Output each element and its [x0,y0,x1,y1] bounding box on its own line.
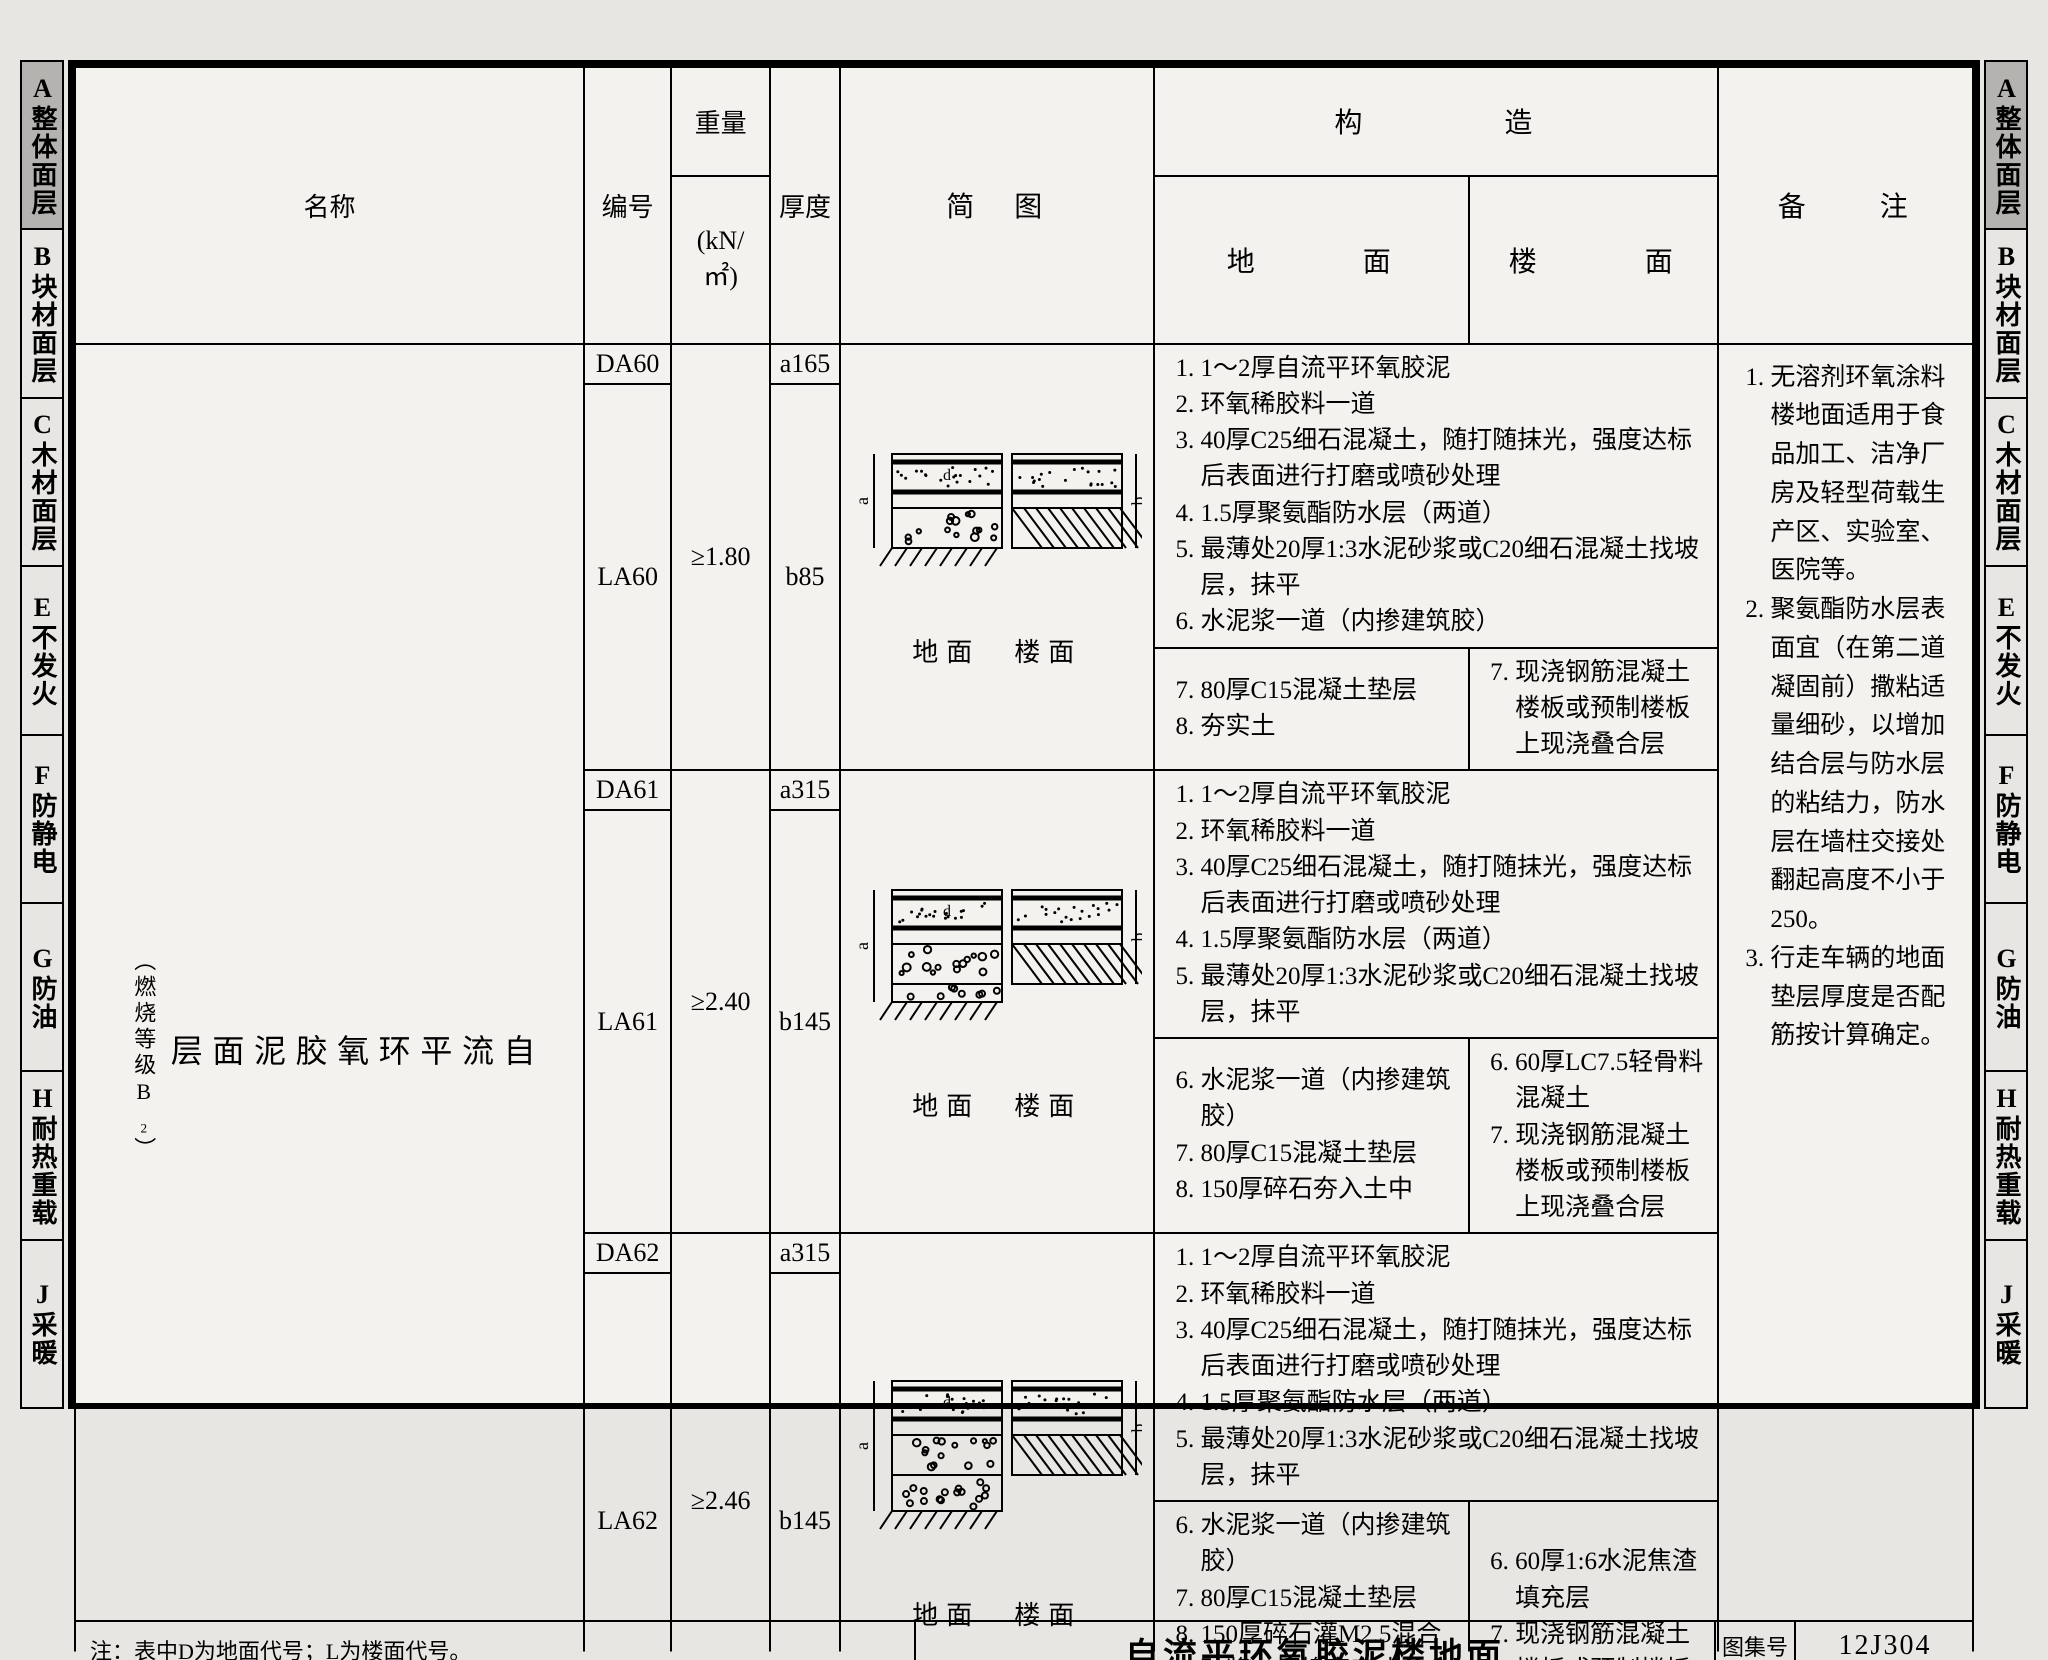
hdr-construction: 构 造 [1154,67,1718,176]
weight-cell: ≥2.40 [671,770,770,1233]
svg-text:d: d [943,467,951,484]
svg-text:b: b [1128,933,1142,942]
remarks-cell: 无溶剂环氧涂料楼地面适用于食品加工、洁净厂房及轻型荷载生产区、实验室、医院等。聚… [1718,344,1973,1660]
hdr-code: 编号 [584,67,671,344]
construction-floor: 现浇钢筋混凝土楼板或预制楼板上现浇叠合层 [1469,648,1718,771]
thickness-cell: a165 [770,344,840,384]
hdr-weight-unit: (kN/㎡) [671,176,770,344]
side-tab[interactable]: E不发火 [1984,567,2028,735]
footer-note: 注：表中D为地面代号；L为楼面代号。 [74,1622,914,1660]
code-cell: DA61 [584,770,671,810]
hdr-ground: 地 面 [1154,176,1469,344]
side-tab[interactable]: G防油 [20,904,64,1072]
diagram-cell: abd地面 楼面 [840,344,1154,771]
side-tab[interactable]: F防静电 [1984,736,2028,904]
section-diagram: a b d [852,444,1142,624]
title-text: 自流平环氧胶泥楼地面 [1125,1638,1505,1660]
thickness-cell: b85 [770,384,840,771]
construction-common: 1～2厚自流平环氧胶泥环氧稀胶料一道40厚C25细石混凝土，随打随抹光，强度达标… [1154,344,1718,648]
section-diagram: a b d [852,880,1142,1078]
left-tabs: A整体面层B块材面层C木材面层E不发火F防静电G防油H耐热重载J采暖 [20,60,64,1409]
code-cell: LA60 [584,384,671,771]
code-value: 12J304 [1796,1622,1974,1660]
header-row-1: 名称 编号 重量 厚度 简 图 构 造 备 注 [75,67,1973,176]
side-tab[interactable]: F防静电 [20,736,64,904]
name-column: 自流平环氧胶泥面层（燃烧等级B₂） [75,344,584,1660]
hdr-diagram: 简 图 [840,67,1154,344]
side-tab[interactable]: J采暖 [1984,1241,2028,1409]
construction-floor: 60厚LC7.5轻骨料混凝土现浇钢筋混凝土楼板或预制楼板上现浇叠合层 [1469,1038,1718,1233]
section-diagram: a b d [852,1371,1142,1587]
construction-common: 1～2厚自流平环氧胶泥环氧稀胶料一道40厚C25细石混凝土，随打随抹光，强度达标… [1154,770,1718,1038]
side-tab[interactable]: B块材面层 [1984,230,2028,398]
svg-text:b: b [1128,1423,1142,1432]
side-tab[interactable]: C木材面层 [1984,399,2028,567]
main-table: 名称 编号 重量 厚度 简 图 构 造 备 注 (kN/㎡) 地 面 楼 面 自… [68,60,1980,1409]
side-tab[interactable]: H耐热重载 [20,1072,64,1240]
side-tab[interactable]: B块材面层 [20,230,64,398]
diagram-cell: abd地面 楼面 [840,770,1154,1233]
code-cell: LA61 [584,810,671,1233]
hdr-remarks: 备 注 [1718,67,1973,344]
hdr-floor: 楼 面 [1469,176,1718,344]
page: A整体面层B块材面层C木材面层E不发火F防静电G防油H耐热重载J采暖 名称 编号… [20,60,2028,1409]
side-tab[interactable]: E不发火 [20,567,64,735]
weight-cell: ≥2.46 [671,1233,770,1660]
hdr-thick: 厚度 [770,67,840,344]
code-cell: LA62 [584,1273,671,1660]
diagram-cell: abd地面 楼面 [840,1233,1154,1660]
construction-ground: 水泥浆一道（内掺建筑胶）80厚C15混凝土垫层150厚碎石夯入土中 [1154,1038,1469,1233]
construction-common: 1～2厚自流平环氧胶泥环氧稀胶料一道40厚C25细石混凝土，随打随抹光，强度达标… [1154,1233,1718,1501]
svg-text:d: d [943,903,951,920]
thickness-cell: b145 [770,1273,840,1660]
side-tab[interactable]: A整体面层 [20,60,64,230]
hdr-name: 名称 [75,67,584,344]
side-tab[interactable]: J采暖 [20,1241,64,1409]
construction-ground: 80厚C15混凝土垫层夯实土 [1154,648,1469,771]
thickness-cell: a315 [770,1233,840,1273]
side-tab[interactable]: A整体面层 [1984,60,2028,230]
right-tabs: A整体面层B块材面层C木材面层E不发火F防静电G防油H耐热重载J采暖 [1984,60,2028,1409]
hdr-weight: 重量 [671,67,770,176]
code-block: 图集号 12J304 页 26 [1714,1622,1974,1660]
svg-text:a: a [852,497,872,505]
drawing-title: 自流平环氧胶泥楼地面 （有 防 水 层） [916,1622,1714,1660]
footer: 注：表中D为地面代号；L为楼面代号。 自流平环氧胶泥楼地面 （有 防 水 层） … [74,1620,1974,1660]
svg-text:b: b [1128,497,1142,506]
side-tab[interactable]: C木材面层 [20,399,64,567]
title-block: 自流平环氧胶泥楼地面 （有 防 水 层） 审核顾伯岳顾伯岳校对张 辛张辛设计贾小… [914,1622,1714,1660]
code-label: 图集号 [1716,1622,1796,1660]
svg-text:d: d [943,1394,951,1411]
side-tab[interactable]: G防油 [1984,904,2028,1072]
thickness-cell: a315 [770,770,840,810]
code-cell: DA60 [584,344,671,384]
side-tab[interactable]: H耐热重载 [1984,1072,2028,1240]
svg-text:a: a [852,1442,872,1450]
svg-text:a: a [852,942,872,950]
code-cell: DA62 [584,1233,671,1273]
weight-cell: ≥1.80 [671,344,770,771]
thickness-cell: b145 [770,810,840,1233]
